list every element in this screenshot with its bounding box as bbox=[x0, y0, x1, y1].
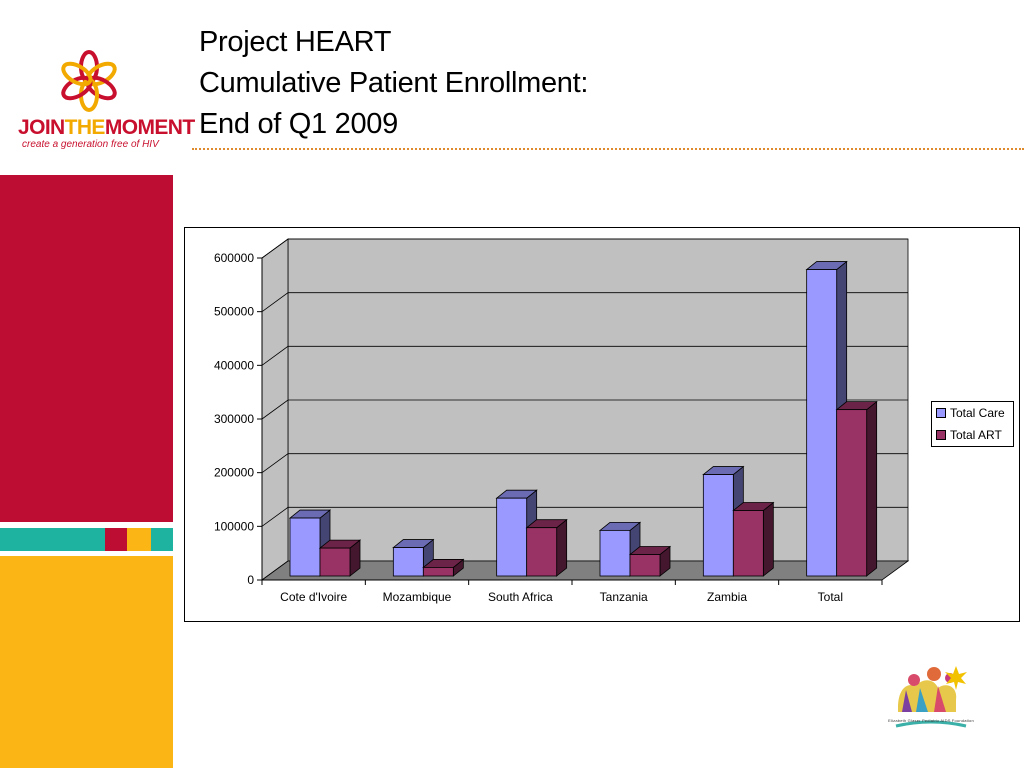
legend-label-total-care: Total Care bbox=[950, 406, 1005, 420]
gridline bbox=[261, 345, 908, 366]
bar bbox=[732, 510, 764, 577]
bar bbox=[289, 517, 321, 577]
y-tick-label: 300000 bbox=[214, 412, 254, 426]
stripe-block-gold bbox=[127, 528, 151, 551]
join-the-moment-logo bbox=[14, 46, 164, 156]
title-line-3: End of Q1 2009 bbox=[199, 108, 398, 140]
bar bbox=[496, 497, 528, 577]
foundation-name: Elizabeth Glaser Pediatric AIDS Foundati… bbox=[888, 718, 974, 723]
y-tick-label: 600000 bbox=[214, 251, 254, 265]
side-band-stripe bbox=[0, 528, 173, 551]
bar bbox=[702, 474, 734, 577]
logo-tagline: create a generation free of HIV bbox=[22, 139, 159, 150]
bar bbox=[392, 547, 424, 577]
logo-word-join: JOIN bbox=[18, 116, 65, 139]
title-line-1: Project HEART bbox=[199, 26, 392, 58]
legend-item-total-art: Total ART bbox=[936, 428, 1002, 442]
gridline bbox=[261, 453, 908, 473]
legend-item-total-care: Total Care bbox=[936, 406, 1005, 420]
bar bbox=[806, 269, 838, 577]
slide-title: Project HEART Cumulative Patient Enrollm… bbox=[199, 22, 588, 145]
side-band-red bbox=[0, 175, 173, 522]
x-tick-label: Total bbox=[818, 590, 843, 604]
x-tick-label: Zambia bbox=[707, 590, 747, 604]
legend-swatch-total-art bbox=[936, 430, 946, 440]
legend-swatch-total-care bbox=[936, 408, 946, 418]
y-tick-label: 100000 bbox=[214, 519, 254, 533]
logo-word-the: THE bbox=[64, 116, 106, 139]
chart-legend: Total Care Total ART bbox=[931, 401, 1014, 447]
x-tick-label: Cote d'Ivoire bbox=[280, 590, 347, 604]
title-line-2: Cumulative Patient Enrollment: bbox=[199, 67, 589, 99]
stripe-block-red bbox=[105, 528, 127, 551]
bar-side bbox=[556, 518, 568, 577]
side-band-gold bbox=[0, 556, 173, 768]
legend-label-total-art: Total ART bbox=[950, 428, 1002, 442]
y-tick-label: 500000 bbox=[214, 305, 254, 319]
y-tick-label: 400000 bbox=[214, 358, 254, 372]
gridline bbox=[261, 506, 908, 527]
logo-wordmark: JOINTHEMOMENT bbox=[18, 116, 195, 140]
bar bbox=[526, 527, 558, 577]
children-silhouette-icon bbox=[895, 666, 967, 728]
gridline bbox=[261, 238, 908, 259]
logo-word-moment: MOMENT bbox=[104, 116, 195, 139]
y-tick-label: 0 bbox=[247, 573, 254, 587]
title-divider bbox=[192, 148, 1024, 150]
bar-side bbox=[762, 501, 774, 577]
x-tick-label: South Africa bbox=[488, 590, 553, 604]
flower-icon bbox=[61, 50, 117, 112]
bar bbox=[422, 567, 454, 577]
x-tick-label: Tanzania bbox=[600, 590, 648, 604]
gridline bbox=[261, 292, 908, 312]
bar bbox=[836, 409, 868, 577]
bar bbox=[319, 547, 351, 577]
y-tick-label: 200000 bbox=[214, 466, 254, 480]
gridline bbox=[261, 399, 908, 420]
bar bbox=[629, 554, 661, 577]
bar bbox=[599, 529, 631, 577]
bar-side bbox=[866, 400, 878, 577]
x-tick-label: Mozambique bbox=[383, 590, 452, 604]
